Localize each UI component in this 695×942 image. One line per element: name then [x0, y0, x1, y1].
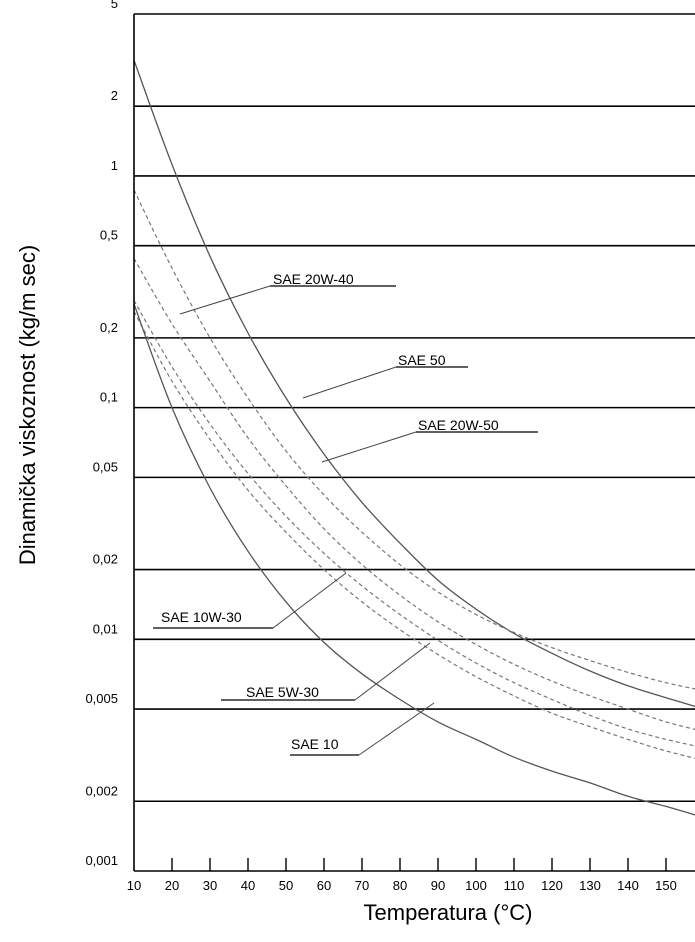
y-tick-label: 5 [111, 0, 118, 11]
curve-label-sae-10w-30: SAE 10W-30 [161, 609, 242, 625]
y-tick-label: 0,02 [93, 552, 118, 567]
label-leader-sae-10 [358, 702, 435, 756]
y-tick-label: 0,001 [85, 853, 118, 868]
x-tick-label: 50 [279, 878, 293, 893]
x-tick-label: 130 [579, 878, 601, 893]
curve-label-sae-10: SAE 10 [291, 736, 339, 752]
label-leader-sae-20w-40 [179, 285, 271, 315]
y-tick-label: 0,5 [100, 228, 118, 243]
series-line-sae-20w-40 [134, 258, 695, 730]
curve-labels: SAE 20W-40 SAE 50 SAE 20W-50 SAE 10W-30 SAE … [153, 271, 538, 756]
series-line-sae-20w-50 [134, 189, 695, 690]
label-leader-sae-10w-30 [272, 572, 347, 629]
x-tick-label: 40 [241, 878, 255, 893]
curve-label-sae-20w-40: SAE 20W-40 [273, 271, 354, 287]
y-tick-label: 0,05 [93, 459, 118, 474]
curve-label-sae-5w-30: SAE 5W-30 [246, 684, 319, 700]
y-tick-label: 0,005 [85, 691, 118, 706]
series-line-sae-50 [134, 59, 695, 708]
y-tick-label: 1 [111, 158, 118, 173]
series-line-sae-10w-30 [134, 300, 695, 747]
axes [133, 14, 695, 872]
x-tick-label: 70 [355, 878, 369, 893]
y-tick-label: 2 [111, 88, 118, 103]
grid-lines [134, 13, 695, 803]
x-tick-label: 120 [541, 878, 563, 893]
x-axis-title: Temperatura (°C) [364, 900, 533, 925]
x-tick-label: 140 [617, 878, 639, 893]
label-leader-sae-5w-30 [354, 642, 431, 701]
x-tick-label: 10 [127, 878, 141, 893]
x-tick-label: 60 [317, 878, 331, 893]
series-line-sae-10 [134, 303, 695, 816]
label-leader-sae-20w-50 [321, 431, 417, 463]
label-leader-sae-50 [302, 366, 397, 399]
y-axis-title: Dinamička viskoznost (kg/m sec) [15, 245, 40, 565]
x-tick-label: 90 [431, 878, 445, 893]
x-tick-label: 110 [504, 878, 525, 893]
y-tick-label: 0,002 [85, 783, 118, 798]
y-tick-label: 0,1 [100, 390, 118, 405]
x-tick-label: 20 [165, 878, 179, 893]
curve-label-sae-50: SAE 50 [398, 352, 446, 368]
curve-label-sae-20w-50: SAE 20W-50 [418, 417, 499, 433]
y-tick-labels: 0,001 0,002 0,005 0,01 0,02 0,05 0,1 0,2 0,5 1 2 5 [85, 0, 118, 868]
curves [134, 59, 695, 816]
x-tick-labels: 10 20 30 40 50 60 70 80 90 100 110 120 130 140 150 [127, 858, 677, 893]
y-tick-label: 0,2 [100, 320, 118, 335]
series-line-sae-5w-30 [134, 311, 695, 759]
y-tick-label: 0,01 [93, 621, 118, 636]
x-tick-label: 150 [655, 878, 677, 893]
x-tick-label: 80 [393, 878, 407, 893]
x-tick-label: 30 [203, 878, 217, 893]
x-tick-label: 100 [465, 878, 487, 893]
